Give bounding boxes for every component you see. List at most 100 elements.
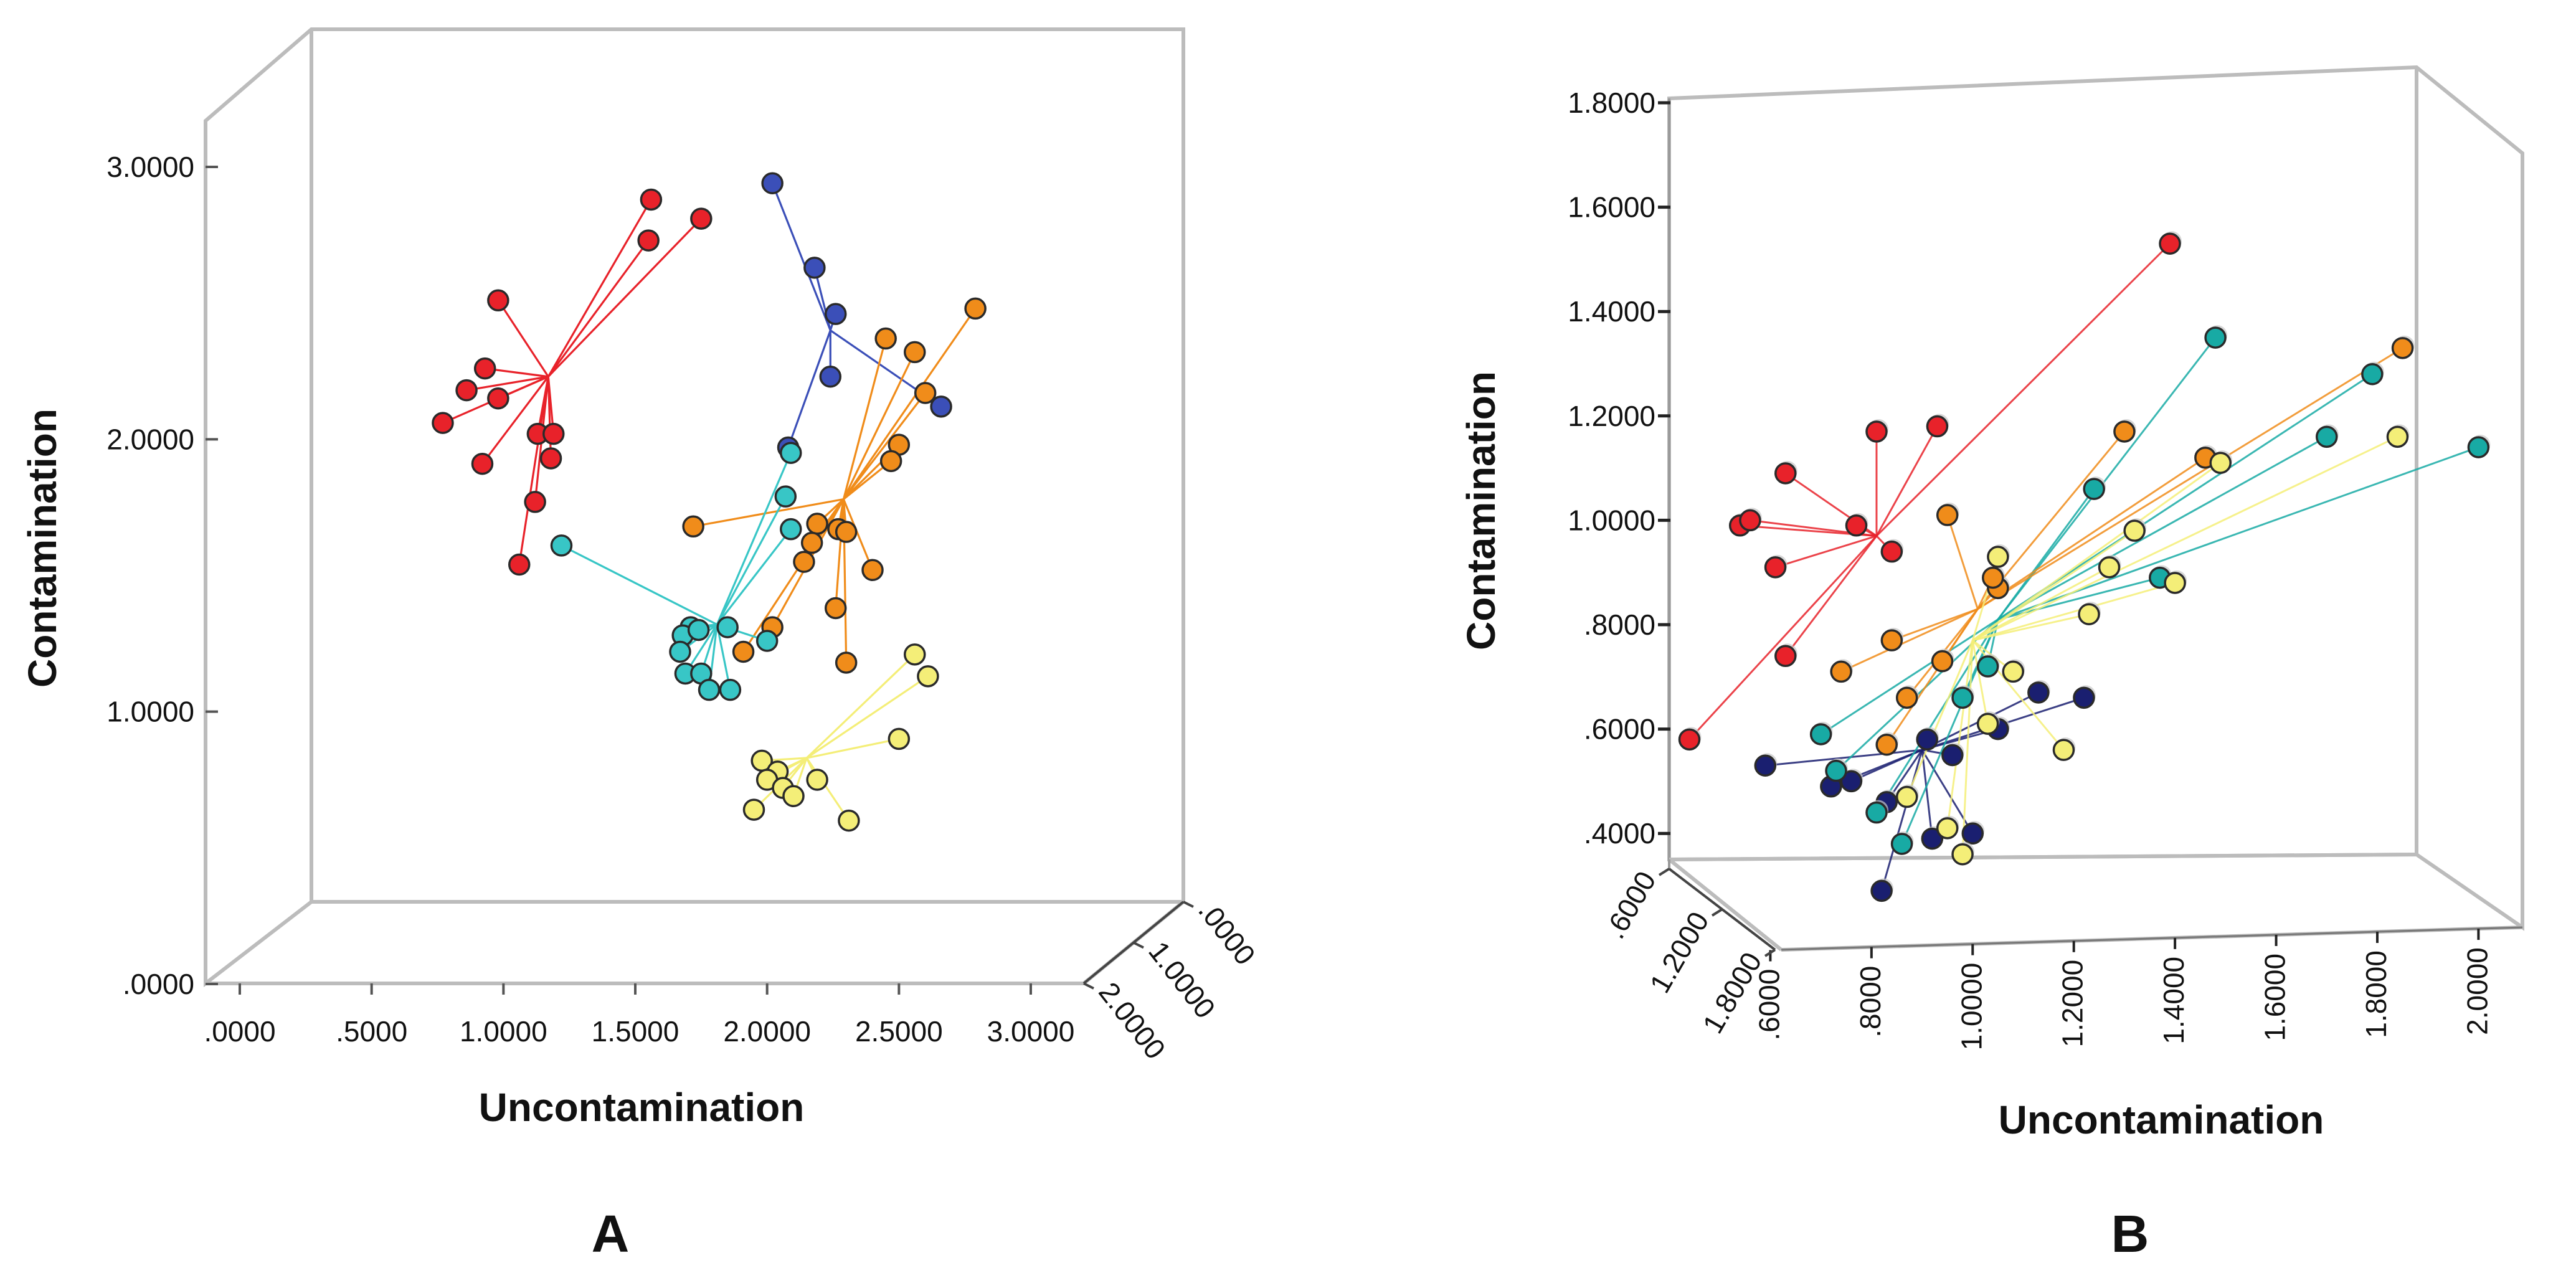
cluster-link bbox=[1946, 514, 1979, 610]
data-point bbox=[1895, 686, 1918, 709]
data-point bbox=[835, 521, 858, 543]
cluster-link bbox=[1906, 640, 1974, 798]
data-point bbox=[793, 551, 815, 573]
data-point bbox=[1678, 728, 1701, 751]
data-point bbox=[682, 515, 704, 538]
z-tick-mark bbox=[1658, 868, 1670, 876]
data-point bbox=[755, 630, 779, 652]
data-point bbox=[2098, 556, 2121, 579]
cluster-link bbox=[787, 329, 831, 448]
cluster-link bbox=[842, 338, 887, 499]
data-point bbox=[432, 412, 454, 434]
z-tick-label: 1.0000 bbox=[1142, 935, 1222, 1025]
data-point bbox=[669, 640, 691, 663]
x-tick-label: 1.2000 bbox=[2057, 960, 2089, 1048]
z-tick-label: 1.2000 bbox=[1643, 906, 1715, 998]
cluster-link bbox=[1688, 535, 1878, 741]
data-point bbox=[1774, 462, 1797, 485]
data-point bbox=[1890, 833, 1913, 855]
data-point bbox=[930, 395, 952, 418]
panel-b-label: B bbox=[2111, 1205, 2149, 1263]
series-orange bbox=[682, 297, 987, 674]
data-point bbox=[2164, 572, 2186, 594]
z-tick-mark bbox=[1133, 941, 1144, 949]
z-tick-label: .0000 bbox=[1192, 894, 1262, 971]
data-point bbox=[1830, 660, 1852, 683]
data-point bbox=[2159, 232, 2181, 255]
cluster-link bbox=[716, 496, 787, 625]
y-tick-label: .6000 bbox=[1584, 713, 1655, 746]
data-point bbox=[524, 491, 546, 513]
x-tick-label: 1.0000 bbox=[460, 1015, 547, 1048]
data-point bbox=[1809, 723, 1832, 746]
series-yellow-points bbox=[1895, 424, 2410, 866]
x-tick-label: .8000 bbox=[1854, 966, 1887, 1038]
cluster-link bbox=[1972, 582, 2176, 641]
data-point bbox=[732, 640, 755, 663]
cluster-link bbox=[1977, 347, 2403, 610]
data-point bbox=[1870, 879, 1893, 902]
cluster-link bbox=[843, 308, 977, 500]
data-point bbox=[542, 422, 565, 445]
cluster-link bbox=[843, 392, 926, 500]
data-point bbox=[774, 485, 797, 508]
panel-b-plot-area bbox=[1678, 231, 2491, 902]
data-point bbox=[2002, 660, 2024, 683]
data-point bbox=[780, 518, 802, 541]
data-point bbox=[800, 531, 823, 554]
x-tick-label: .5000 bbox=[336, 1015, 407, 1048]
series-red bbox=[432, 188, 713, 576]
y-tick-label: 1.0000 bbox=[107, 696, 194, 728]
cluster-link bbox=[716, 528, 792, 625]
data-point bbox=[806, 513, 828, 535]
x-tick-label: 1.6000 bbox=[2259, 954, 2291, 1041]
y-tick-label: .4000 bbox=[1584, 817, 1655, 850]
cluster-link bbox=[547, 240, 650, 377]
data-point bbox=[455, 379, 478, 402]
z-tick-label: 2.0000 bbox=[1092, 976, 1172, 1065]
data-point bbox=[690, 207, 713, 230]
cluster-link bbox=[716, 624, 731, 690]
x-tick-label: .0000 bbox=[204, 1015, 275, 1048]
data-point bbox=[539, 447, 562, 470]
data-point bbox=[903, 643, 926, 666]
cluster-link bbox=[1997, 436, 2327, 620]
cluster-link bbox=[1972, 566, 2110, 641]
data-point bbox=[874, 327, 897, 350]
data-point bbox=[964, 297, 987, 320]
y-tick-label: .0000 bbox=[123, 968, 194, 1000]
cluster-link bbox=[1961, 640, 1974, 854]
cluster-link bbox=[1972, 529, 2135, 641]
data-point bbox=[2467, 436, 2490, 458]
panel-a-y-ticks: .0000 1.0000 2.0000 3.0000 bbox=[107, 151, 218, 1000]
data-point bbox=[1987, 546, 2009, 568]
panel-a-ylabel: Contamination bbox=[20, 409, 65, 688]
x-tick-label: 1.5000 bbox=[592, 1015, 680, 1048]
data-point bbox=[1865, 801, 1888, 824]
cluster-link bbox=[1880, 749, 1923, 891]
data-point bbox=[687, 618, 710, 641]
x-tick-label: 2.0000 bbox=[723, 1015, 811, 1048]
cluster-link bbox=[1891, 608, 1978, 641]
data-point bbox=[861, 559, 884, 582]
y-tick-label: 1.8000 bbox=[1568, 87, 1655, 119]
data-point bbox=[2027, 681, 2050, 704]
data-point bbox=[1951, 686, 1974, 709]
cluster-link bbox=[1997, 488, 2095, 620]
y-tick-label: 1.2000 bbox=[1568, 400, 1655, 432]
panel-a-plot-area bbox=[432, 172, 987, 832]
cluster-link bbox=[547, 199, 652, 377]
cluster-link bbox=[806, 737, 899, 759]
data-point bbox=[1875, 733, 1898, 756]
data-point bbox=[1976, 712, 1999, 735]
data-point bbox=[637, 229, 660, 252]
cluster-link bbox=[547, 217, 702, 377]
data-point bbox=[1825, 759, 1847, 782]
data-point bbox=[1895, 785, 1918, 808]
data-point bbox=[824, 597, 847, 620]
z-tick-mark bbox=[1083, 982, 1094, 990]
cluster-link bbox=[806, 675, 929, 759]
data-point bbox=[2052, 739, 2075, 761]
cluster-link bbox=[771, 182, 831, 331]
